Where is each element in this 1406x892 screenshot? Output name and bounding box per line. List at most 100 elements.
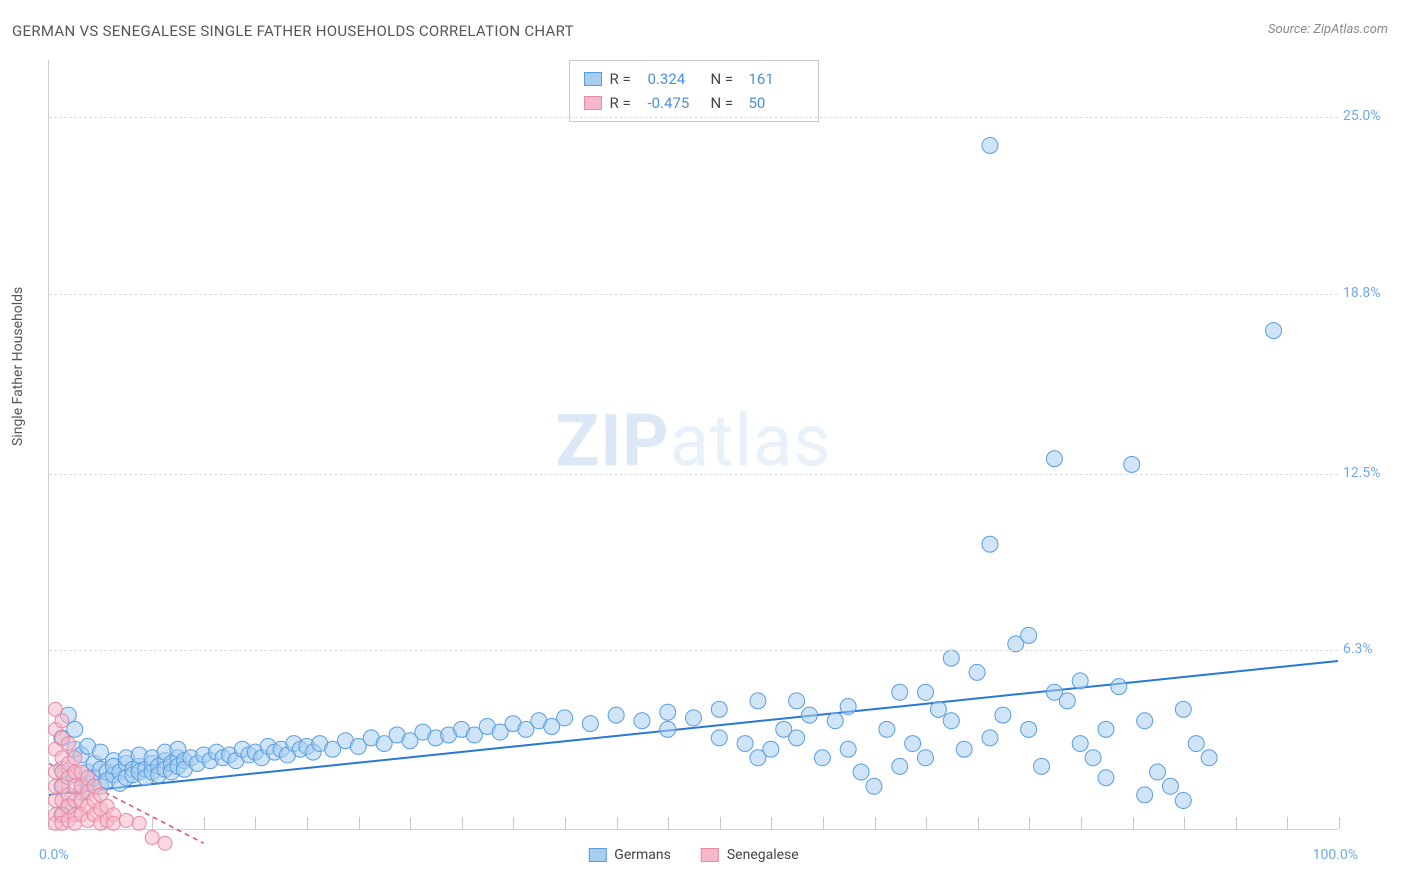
data-point <box>634 713 650 729</box>
data-point <box>918 750 934 766</box>
data-point <box>158 836 172 850</box>
data-point <box>750 750 766 766</box>
x-tick <box>1184 817 1185 829</box>
data-point <box>145 831 159 845</box>
x-tick <box>1236 817 1237 829</box>
data-point <box>1266 323 1282 339</box>
gridline-h <box>49 117 1338 118</box>
data-point <box>930 701 946 717</box>
data-point <box>905 736 921 752</box>
legend-label: Germans <box>614 847 671 863</box>
data-point <box>969 664 985 680</box>
data-point <box>840 741 856 757</box>
data-point <box>55 714 69 728</box>
x-tick <box>617 817 618 829</box>
r-value: 0.324 <box>648 67 703 91</box>
x-tick <box>462 817 463 829</box>
data-point <box>866 778 882 794</box>
data-point <box>814 750 830 766</box>
legend-item: Senegalese <box>701 847 799 863</box>
y-tick-label: 12.5% <box>1343 465 1398 481</box>
data-point <box>660 704 676 720</box>
data-point <box>1072 736 1088 752</box>
x-tick <box>204 817 205 829</box>
data-point <box>106 816 120 830</box>
r-value: -0.475 <box>648 91 703 115</box>
data-point <box>982 730 998 746</box>
x-tick <box>101 817 102 829</box>
data-point <box>68 751 82 765</box>
data-point <box>1137 713 1153 729</box>
r-label: R = <box>610 67 640 91</box>
x-tick <box>1081 817 1082 829</box>
legend-swatch <box>701 848 719 862</box>
data-point <box>1111 679 1127 695</box>
data-point <box>1085 750 1101 766</box>
data-point <box>1021 721 1037 737</box>
gridline-h <box>49 474 1338 475</box>
data-point <box>750 693 766 709</box>
y-tick-label: 6.3% <box>1343 641 1398 657</box>
data-point <box>1098 770 1114 786</box>
n-value: 50 <box>749 91 804 115</box>
data-point <box>1124 456 1140 472</box>
scatter-plot: ZIPatlas R =0.324N =161R =-0.475N =50 Ge… <box>48 60 1338 830</box>
data-point <box>608 707 624 723</box>
data-point <box>1034 758 1050 774</box>
x-tick <box>926 817 927 829</box>
x-tick <box>875 817 876 829</box>
source-attribution: Source: ZipAtlas.com <box>1268 22 1388 37</box>
legend-swatch <box>584 72 602 86</box>
x-tick <box>1133 817 1134 829</box>
data-point <box>686 710 702 726</box>
data-point <box>132 816 146 830</box>
x-max-label: 100.0% <box>1313 847 1358 863</box>
legend-swatch <box>584 96 602 110</box>
data-point <box>892 758 908 774</box>
data-point <box>995 707 1011 723</box>
data-point <box>1137 787 1153 803</box>
legend-swatch <box>588 848 606 862</box>
x-tick <box>152 817 153 829</box>
data-point <box>557 710 573 726</box>
x-tick <box>565 817 566 829</box>
data-point <box>711 730 727 746</box>
data-point <box>1162 778 1178 794</box>
chart-title: GERMAN VS SENEGALESE SINGLE FATHER HOUSE… <box>12 22 574 40</box>
data-point <box>737 736 753 752</box>
legend-item: Germans <box>588 847 671 863</box>
data-point <box>789 693 805 709</box>
data-point <box>1175 793 1191 809</box>
data-point <box>956 741 972 757</box>
data-point <box>918 684 934 700</box>
x-tick <box>1029 817 1030 829</box>
gridline-h <box>49 650 1338 651</box>
x-tick <box>720 817 721 829</box>
data-point <box>802 707 818 723</box>
y-tick-label: 25.0% <box>1343 108 1398 124</box>
stats-row: R =0.324N =161 <box>584 67 804 91</box>
data-point <box>827 713 843 729</box>
data-point <box>982 137 998 153</box>
x-tick <box>410 817 411 829</box>
plot-svg <box>49 60 1338 829</box>
n-label: N = <box>711 67 741 91</box>
x-tick <box>978 817 979 829</box>
data-point <box>943 650 959 666</box>
x-tick <box>771 817 772 829</box>
data-point <box>1098 721 1114 737</box>
legend-label: Senegalese <box>727 847 799 863</box>
data-point <box>892 684 908 700</box>
data-point <box>943 713 959 729</box>
x-origin-label: 0.0% <box>39 847 69 863</box>
data-point <box>660 721 676 737</box>
x-tick <box>1339 817 1340 829</box>
data-point <box>1150 764 1166 780</box>
n-label: N = <box>711 91 741 115</box>
data-point <box>840 699 856 715</box>
data-point <box>1188 736 1204 752</box>
x-tick <box>668 817 669 829</box>
data-point <box>61 737 75 751</box>
data-point <box>119 813 133 827</box>
y-axis-title: Single Father Households <box>10 287 26 446</box>
